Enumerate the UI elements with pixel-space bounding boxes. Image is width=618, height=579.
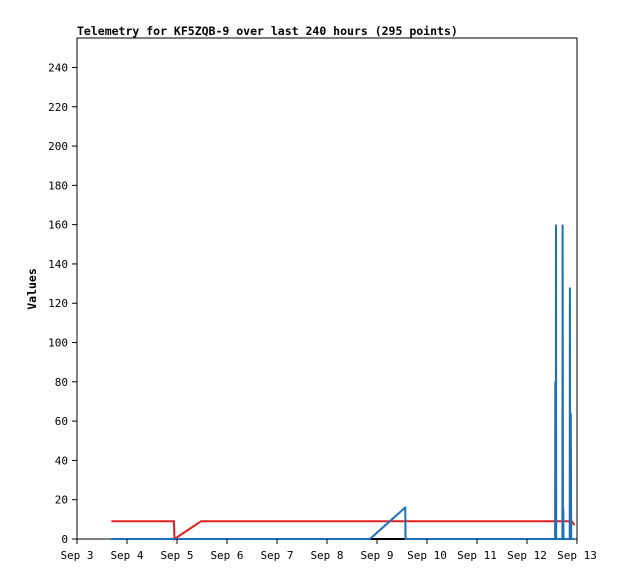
x-tick-label: Sep 3 (60, 549, 93, 562)
y-tick-label: 180 (48, 179, 68, 192)
series-line-2 (111, 224, 575, 540)
x-tick-label: Sep 9 (360, 549, 393, 562)
y-tick-label: 60 (55, 415, 68, 428)
x-axis: Sep 3 Sep 4 Sep 5 Sep 6 Sep 7 Sep 8 Sep 9 Sep 1… (60, 539, 597, 562)
series-line-1 (111, 520, 576, 541)
x-tick-label: Sep 11 (457, 549, 497, 562)
y-tick-label: 220 (48, 101, 68, 114)
y-tick-label: 80 (55, 376, 68, 389)
x-tick-label: Sep 7 (260, 549, 293, 562)
y-tick-label: 200 (48, 140, 68, 153)
y-tick-label: 140 (48, 258, 68, 271)
x-tick-label: Sep 6 (210, 549, 243, 562)
x-tick-label: Sep 4 (110, 549, 143, 562)
y-tick-label: 240 (48, 61, 68, 74)
y-tick-label: 100 (48, 337, 68, 350)
x-tick-label: Sep 12 (507, 549, 547, 562)
chart-title: Telemetry for KF5ZQB-9 over last 240 hou… (77, 24, 458, 38)
y-tick-label: 20 (55, 494, 68, 507)
y-tick-label: 40 (55, 454, 68, 467)
x-tick-label: Sep 10 (407, 549, 447, 562)
x-tick-label: Sep 8 (310, 549, 343, 562)
series-layer (111, 224, 576, 541)
x-tick-label: Sep 13 (557, 549, 597, 562)
x-tick-label: Sep 5 (160, 549, 193, 562)
y-tick-label: 0 (61, 533, 68, 546)
y-tick-label: 160 (48, 219, 68, 232)
y-axis: 0 20 40 60 80 100 120 140 160 180 200 220 240 (48, 61, 77, 546)
y-axis-label: Values (25, 268, 39, 310)
y-tick-label: 120 (48, 297, 68, 310)
plot-area (76, 37, 578, 540)
